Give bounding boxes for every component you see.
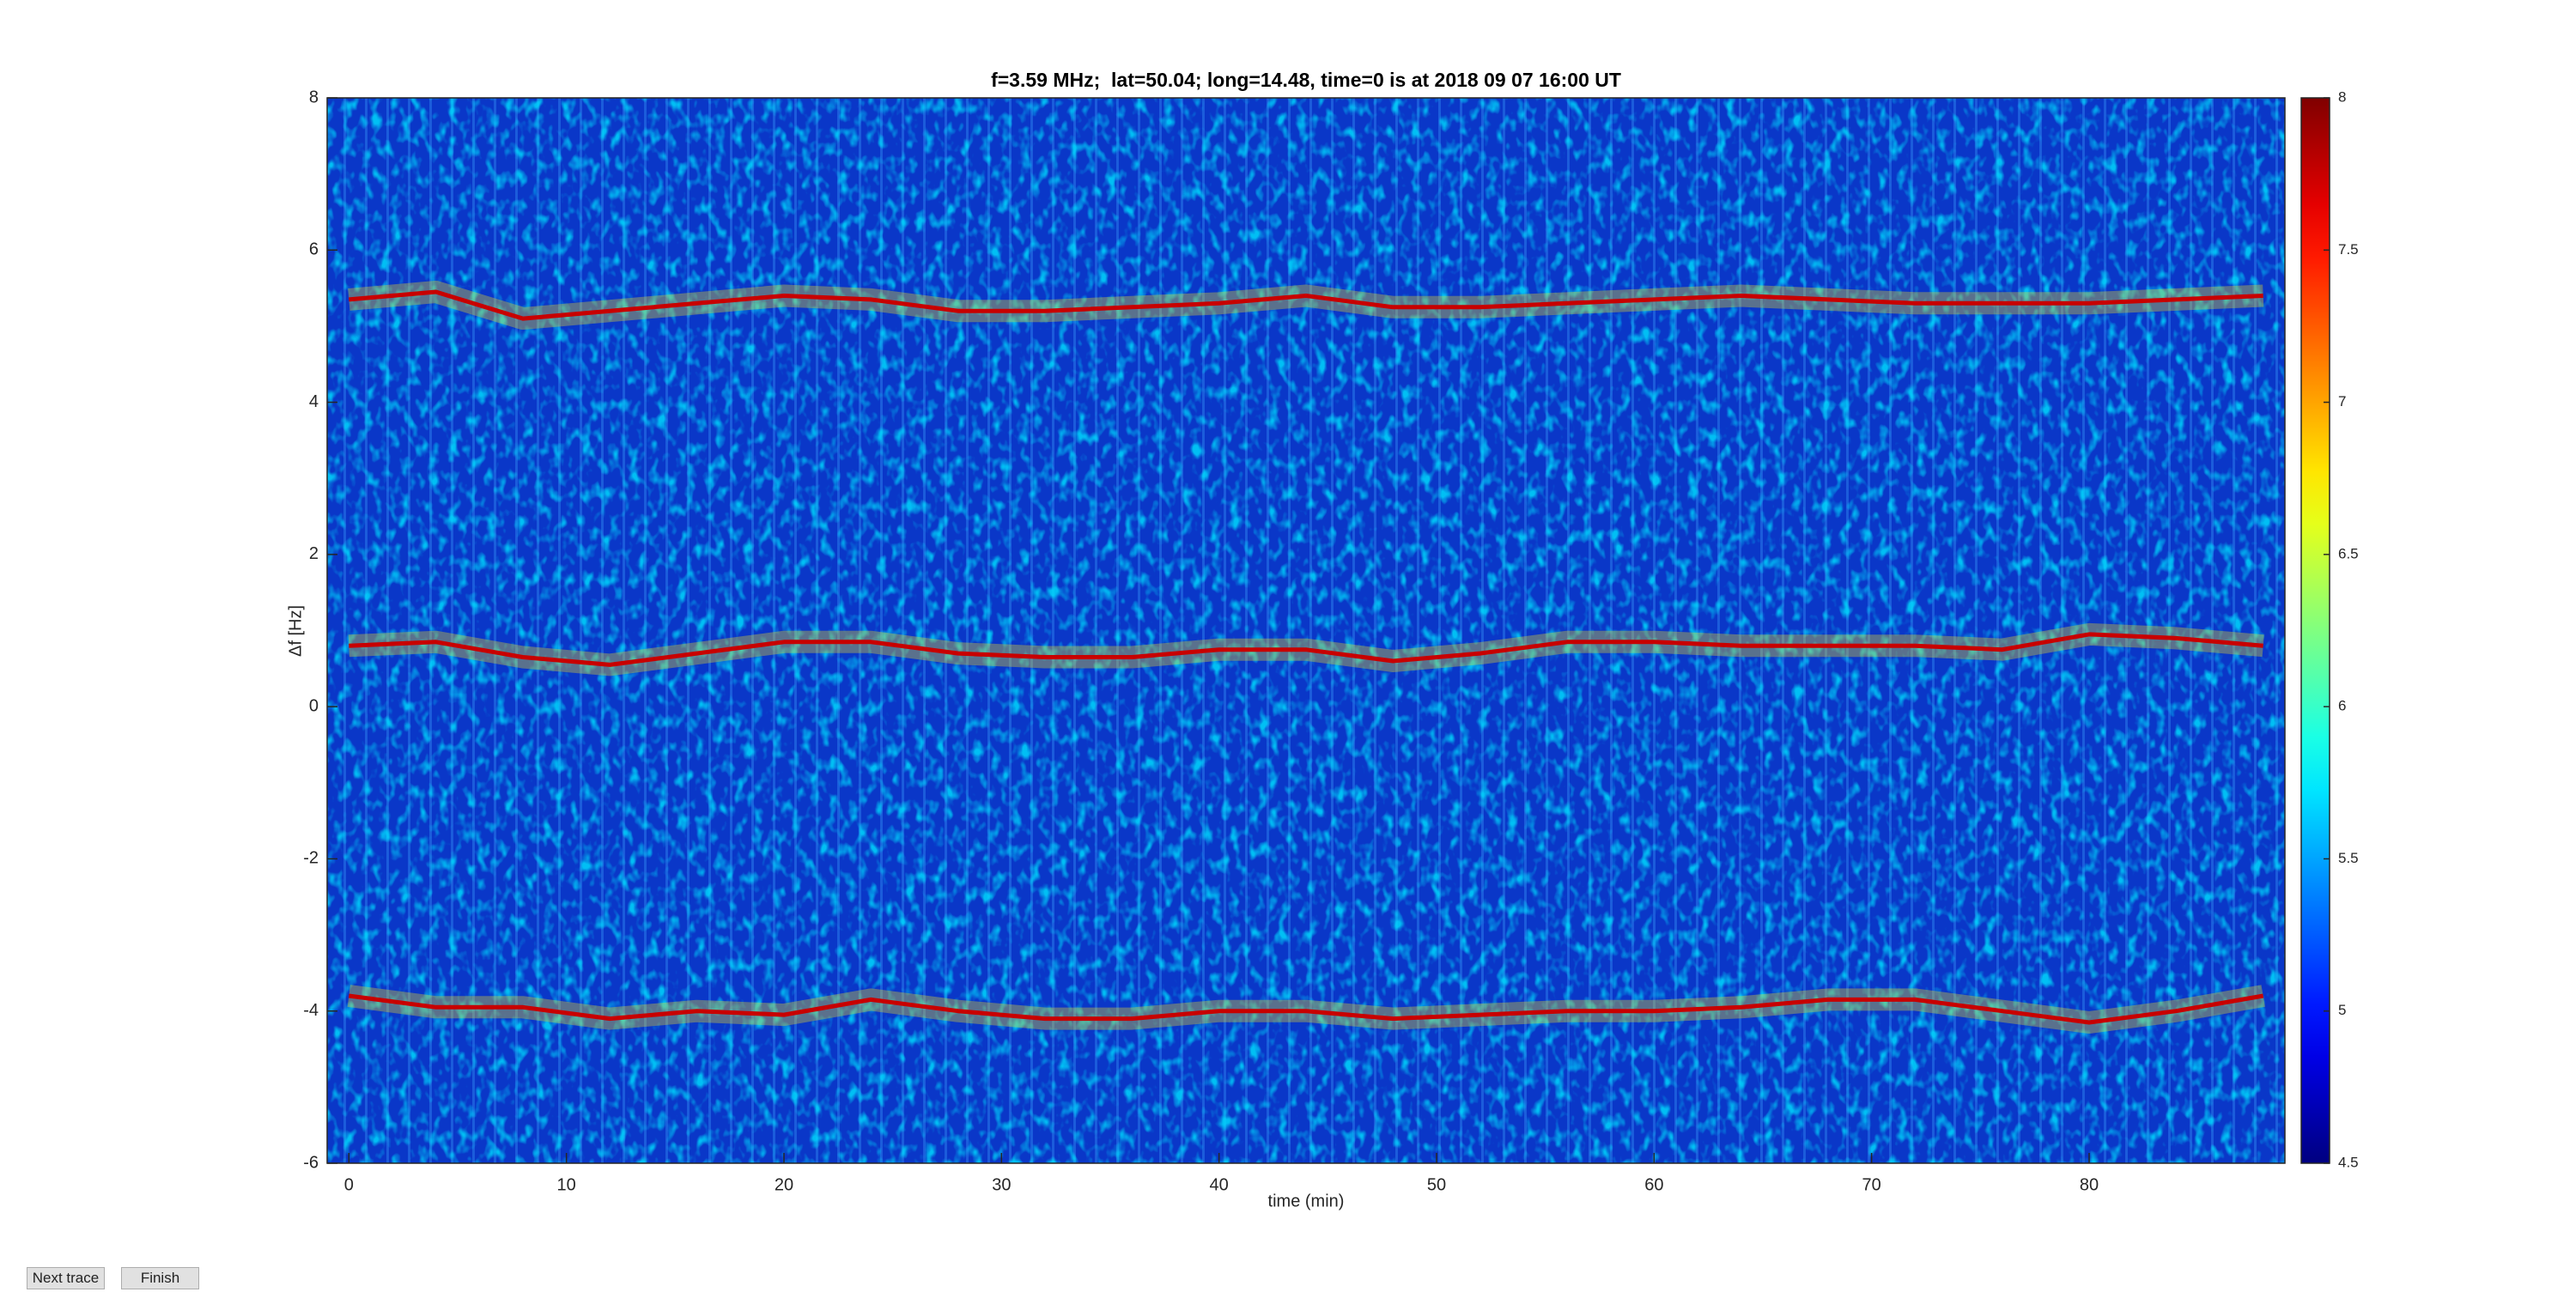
- x-tick-label: 40: [1210, 1175, 1229, 1194]
- y-tick-label: 4: [309, 392, 319, 411]
- x-tick-label: 70: [1862, 1175, 1881, 1194]
- colorbar-tick-label: 7: [2338, 393, 2346, 409]
- colorbar-tick-label: 5: [2338, 1002, 2346, 1018]
- x-tick-label: 80: [2080, 1175, 2099, 1194]
- y-tick-label: -2: [303, 849, 319, 868]
- next-trace-button[interactable]: Next trace: [27, 1267, 105, 1289]
- x-tick-label: 0: [344, 1175, 354, 1194]
- x-tick-label: 50: [1427, 1175, 1446, 1194]
- plot-noise: [327, 98, 2285, 1163]
- y-tick-label: -4: [303, 1001, 319, 1020]
- x-tick-label: 60: [1644, 1175, 1663, 1194]
- colorbar-tick-label: 5.5: [2338, 850, 2359, 866]
- y-tick-label: 6: [309, 240, 319, 259]
- y-tick-label: 8: [309, 88, 319, 106]
- y-tick-label: -6: [303, 1153, 319, 1172]
- plot-area: [327, 98, 2285, 1163]
- trace-line: [348, 993, 2264, 1025]
- trace-line: [349, 632, 2263, 667]
- x-tick-label: 10: [557, 1175, 576, 1194]
- colorbar-tick-label: 6: [2338, 698, 2346, 714]
- y-axis-label: Δf [Hz]: [286, 605, 305, 657]
- chart-title: f=3.59 MHz; lat=50.04; long=14.48, time=…: [991, 69, 1621, 91]
- y-tick-label: 2: [309, 544, 319, 563]
- colorbar-tick-label: 8: [2338, 88, 2346, 105]
- colorbar-tick-label: 4.5: [2338, 1154, 2359, 1170]
- colorbar-tick-label: 6.5: [2338, 545, 2359, 561]
- chart: f=3.59 MHz; lat=50.04; long=14.48, time=…: [286, 69, 2359, 1210]
- finish-button[interactable]: Finish: [121, 1267, 199, 1289]
- colorbar: [2300, 97, 2330, 1164]
- colorbar-tick-label: 7.5: [2338, 241, 2359, 258]
- x-axis-label: time (min): [1268, 1192, 1345, 1210]
- trace-line: [349, 289, 2263, 321]
- y-tick-label: 0: [309, 696, 319, 715]
- x-tick-label: 30: [992, 1175, 1011, 1194]
- x-tick-label: 20: [775, 1175, 793, 1194]
- plot-frame: [326, 97, 2286, 1164]
